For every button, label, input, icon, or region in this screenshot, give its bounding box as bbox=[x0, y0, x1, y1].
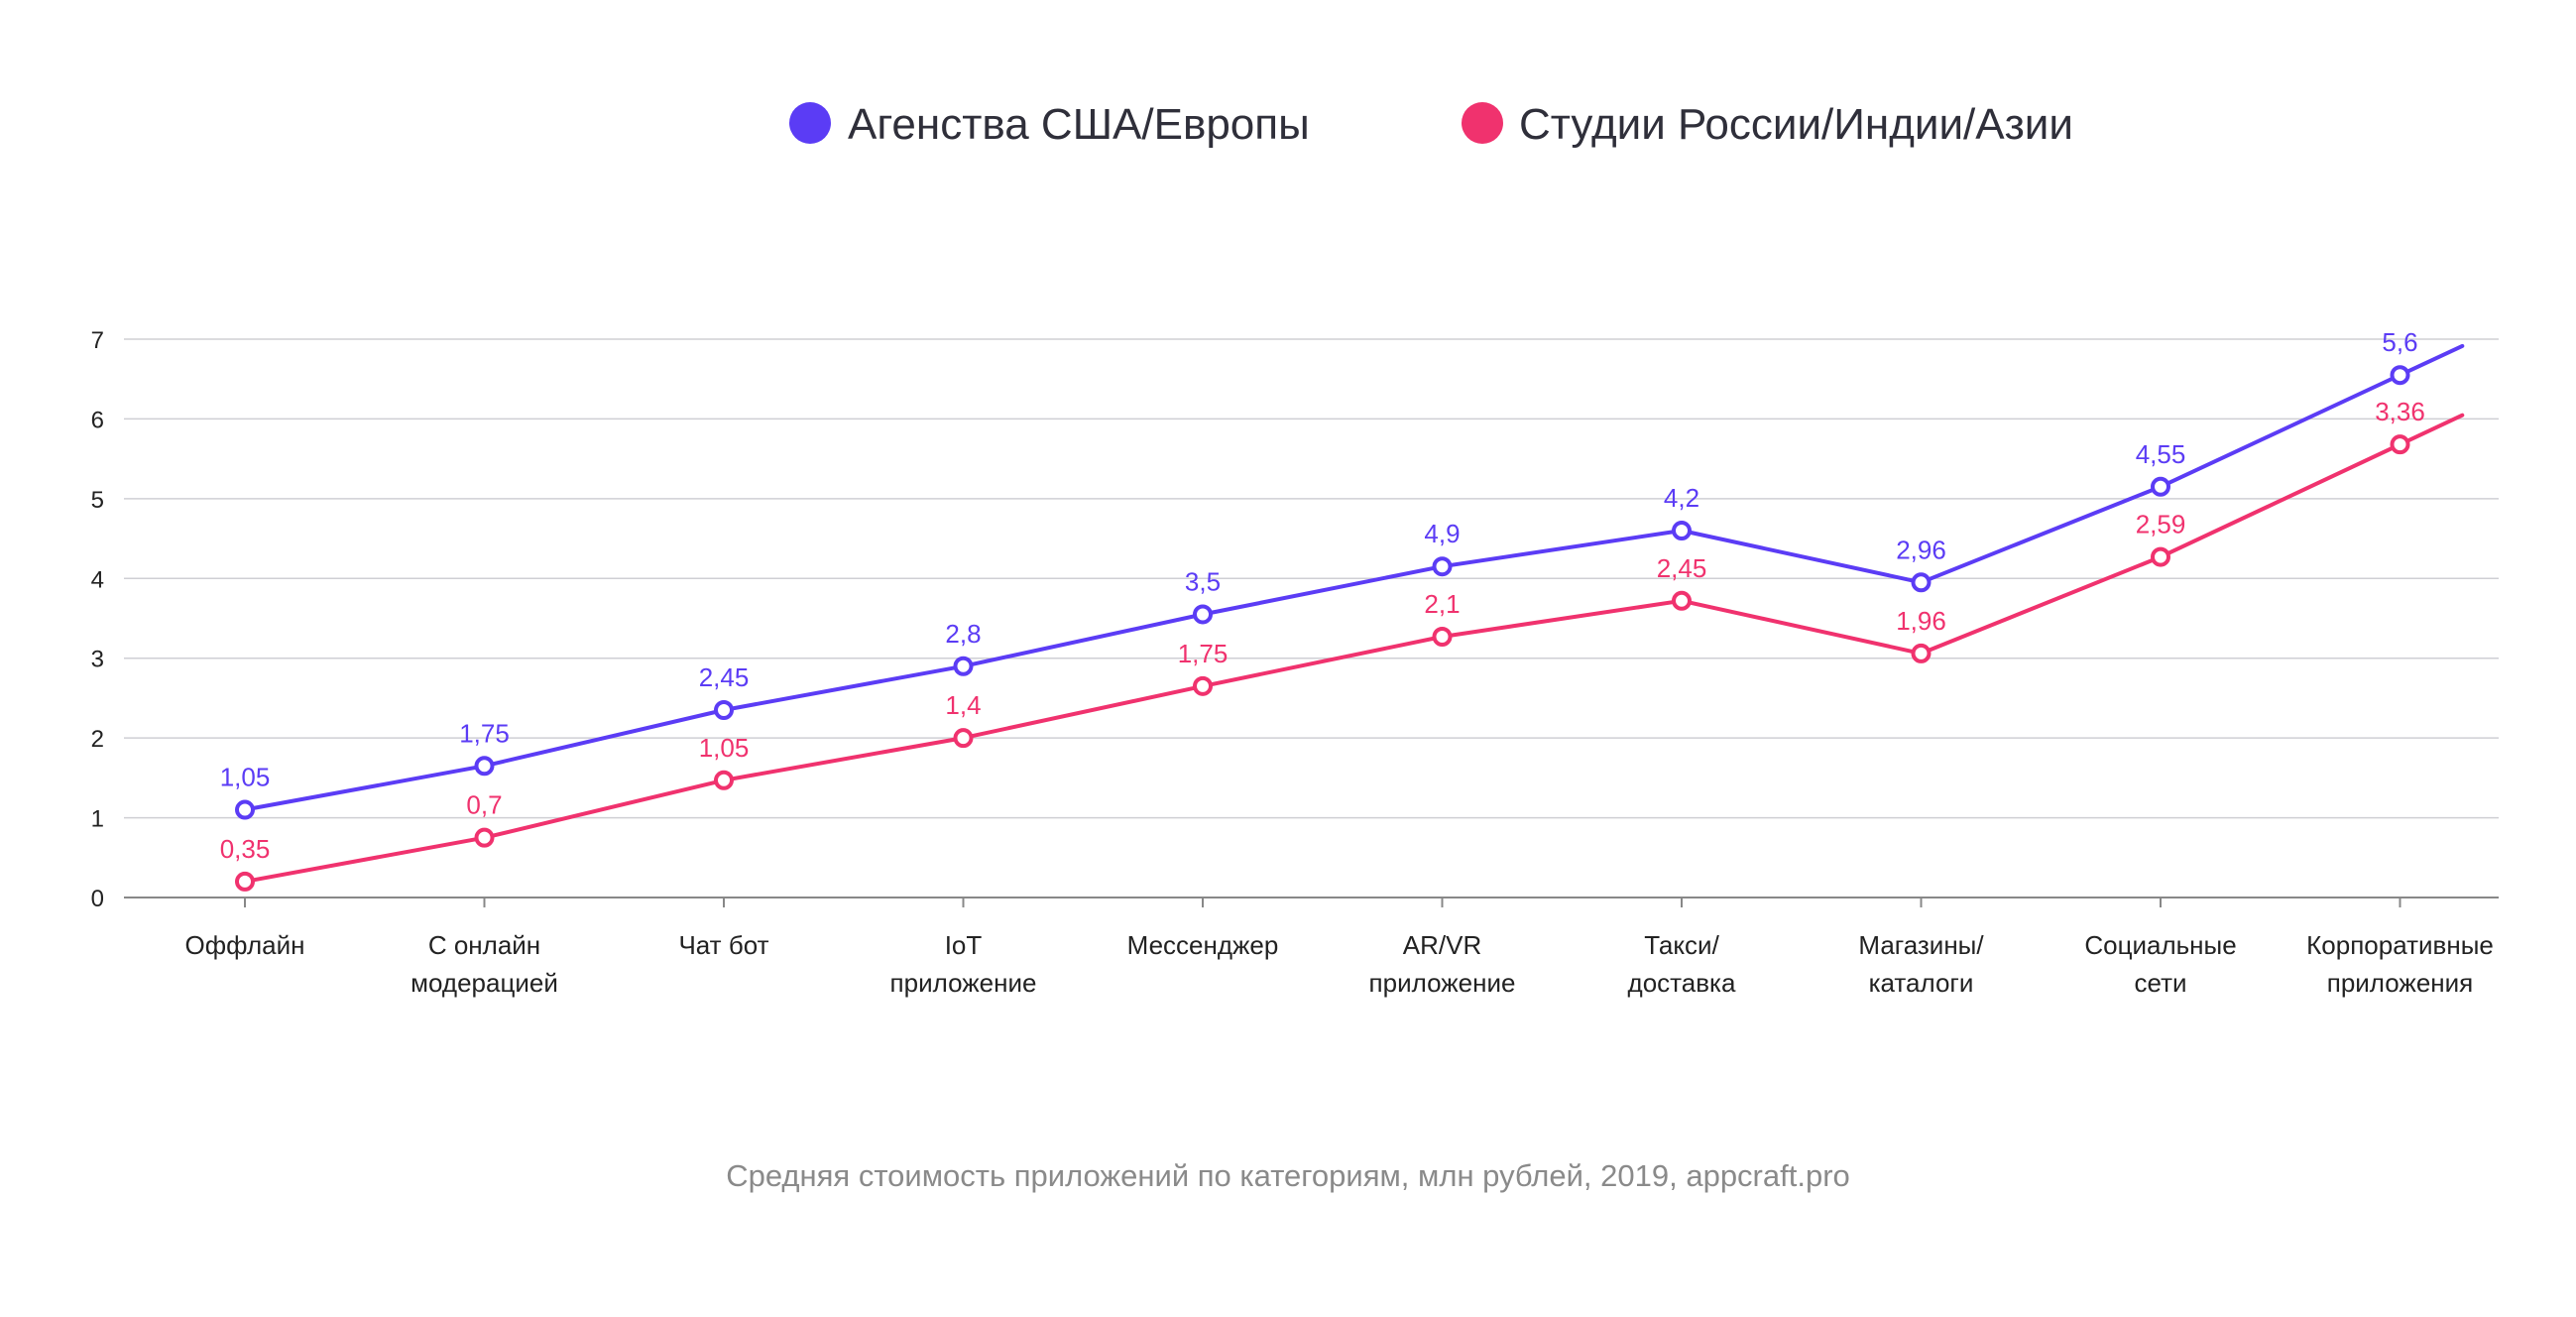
data-point-1-6 bbox=[1672, 590, 1692, 611]
x-tick-label-line: Чат бот bbox=[678, 930, 768, 960]
data-point-1-9 bbox=[2390, 434, 2410, 455]
x-tick-label-3: IoT приложение bbox=[890, 930, 1037, 998]
data-label-1-6: 2,45 bbox=[1657, 553, 1707, 583]
data-labels: 1,05 1,75 2,45 2,8 3,5 4,9 4,2 2,96 4,55 5,6 0,35 0… bbox=[220, 327, 2425, 864]
x-tick-label-line: приложение bbox=[890, 968, 1037, 998]
y-tick-label-7: 7 bbox=[91, 327, 104, 354]
data-label-1-8: 2,59 bbox=[2136, 510, 2186, 539]
data-label-0-3: 2,8 bbox=[945, 619, 981, 649]
x-tick-label-0: Оффлайн bbox=[185, 930, 305, 960]
x-tick-label-line: AR/VR bbox=[1403, 930, 1481, 960]
data-label-0-7: 2,96 bbox=[1896, 535, 1946, 564]
data-point-0-5 bbox=[1432, 556, 1453, 577]
x-tick-label-6: Такси/доставка bbox=[1628, 930, 1736, 998]
data-label-0-2: 2,45 bbox=[699, 662, 750, 692]
series-points bbox=[235, 365, 2410, 892]
y-tick-label-0: 0 bbox=[91, 886, 104, 912]
x-tick-label-line: каталоги bbox=[1869, 968, 1974, 998]
data-label-1-0: 0,35 bbox=[220, 834, 271, 864]
data-label-0-6: 4,2 bbox=[1664, 483, 1699, 513]
x-tick-label-line: Оффлайн bbox=[185, 930, 305, 960]
x-tick-label-line: доставка bbox=[1628, 968, 1736, 998]
data-label-1-5: 2,1 bbox=[1424, 589, 1460, 619]
y-tick-label-1: 1 bbox=[91, 806, 104, 833]
x-tick-label-line: модерацией bbox=[410, 968, 558, 998]
data-point-1-5 bbox=[1432, 626, 1453, 647]
y-tick-label-6: 6 bbox=[91, 407, 104, 433]
x-tick-label-line: IoT bbox=[945, 930, 983, 960]
x-tick-label-line: сети bbox=[2134, 968, 2186, 998]
data-point-0-4 bbox=[1193, 604, 1213, 625]
data-point-0-6 bbox=[1672, 521, 1692, 541]
data-point-0-3 bbox=[953, 656, 974, 676]
gridlines bbox=[124, 338, 2499, 898]
x-tick-label-line: С онлайн bbox=[428, 930, 540, 960]
data-point-1-0 bbox=[235, 871, 255, 892]
data-label-1-9: 3,36 bbox=[2375, 397, 2425, 426]
data-point-1-2 bbox=[714, 770, 734, 790]
data-label-0-0: 1,05 bbox=[220, 763, 271, 792]
x-tick-label-line: приложения bbox=[2327, 968, 2474, 998]
data-label-0-8: 4,55 bbox=[2136, 439, 2186, 469]
data-point-1-7 bbox=[1911, 643, 1932, 663]
data-point-0-1 bbox=[474, 756, 495, 777]
data-point-0-9 bbox=[2390, 365, 2410, 386]
y-tick-label-5: 5 bbox=[91, 487, 104, 514]
chart-caption: Средняя стоимость приложений по категори… bbox=[726, 1158, 1850, 1193]
data-label-1-7: 1,96 bbox=[1896, 606, 1946, 636]
data-point-1-3 bbox=[953, 728, 974, 749]
legend-label-usa-europe: Агенства США/Европы bbox=[848, 100, 1310, 149]
data-label-1-2: 1,05 bbox=[699, 733, 750, 763]
y-tick-label-2: 2 bbox=[91, 726, 104, 753]
legend-label-russia-india-asia: Студии России/Индии/Азии bbox=[1519, 100, 2073, 149]
x-tick-label-line: Мессенджер bbox=[1127, 930, 1279, 960]
x-tick-label-2: Чат бот bbox=[678, 930, 768, 960]
data-point-1-8 bbox=[2151, 546, 2170, 567]
data-point-0-7 bbox=[1911, 572, 1932, 593]
x-tick-label-9: Корпоративные приложения bbox=[2306, 930, 2494, 998]
series-lines bbox=[243, 343, 2465, 884]
x-tick-label-1: С онлайн модерацией bbox=[410, 930, 558, 998]
data-label-0-5: 4,9 bbox=[1424, 519, 1460, 548]
x-tick-label-line: Магазины/ bbox=[1858, 930, 1984, 960]
x-axis-ticks: Оффлайн С онлайн модерацией Чат бот IoT прило… bbox=[185, 898, 2494, 998]
legend-marker-usa-europe bbox=[789, 102, 831, 144]
data-point-0-8 bbox=[2151, 476, 2170, 497]
x-tick-label-5: AR/VR приложение bbox=[1369, 930, 1516, 998]
y-axis-ticks: 0 1 2 3 4 5 6 7 bbox=[91, 327, 104, 912]
x-tick-label-8: Социальные сети bbox=[2084, 930, 2236, 998]
data-label-0-1: 1,75 bbox=[459, 718, 510, 748]
x-tick-label-4: Мессенджер bbox=[1127, 930, 1279, 960]
data-label-0-4: 3,5 bbox=[1185, 566, 1221, 596]
legend: Агенства США/Европы Студии России/Индии/… bbox=[789, 100, 2073, 149]
series-line-1 bbox=[243, 413, 2465, 884]
y-tick-label-3: 3 bbox=[91, 647, 104, 673]
x-tick-label-line: приложение bbox=[1369, 968, 1516, 998]
data-label-1-1: 0,7 bbox=[466, 790, 502, 820]
data-label-1-3: 1,4 bbox=[945, 690, 981, 720]
x-tick-label-line: Корпоративные bbox=[2306, 930, 2494, 960]
legend-marker-russia-india-asia bbox=[1462, 102, 1503, 144]
data-point-1-4 bbox=[1193, 675, 1213, 696]
x-tick-label-line: Социальные bbox=[2084, 930, 2236, 960]
data-label-0-9: 5,6 bbox=[2382, 327, 2417, 357]
x-tick-label-7: Магазины/каталоги bbox=[1858, 930, 1984, 998]
data-label-1-4: 1,75 bbox=[1178, 639, 1229, 668]
y-tick-label-4: 4 bbox=[91, 566, 104, 593]
x-tick-label-line: Такси/ bbox=[1644, 930, 1719, 960]
data-point-0-0 bbox=[235, 799, 255, 820]
data-point-0-2 bbox=[714, 699, 734, 720]
data-point-1-1 bbox=[474, 827, 495, 848]
